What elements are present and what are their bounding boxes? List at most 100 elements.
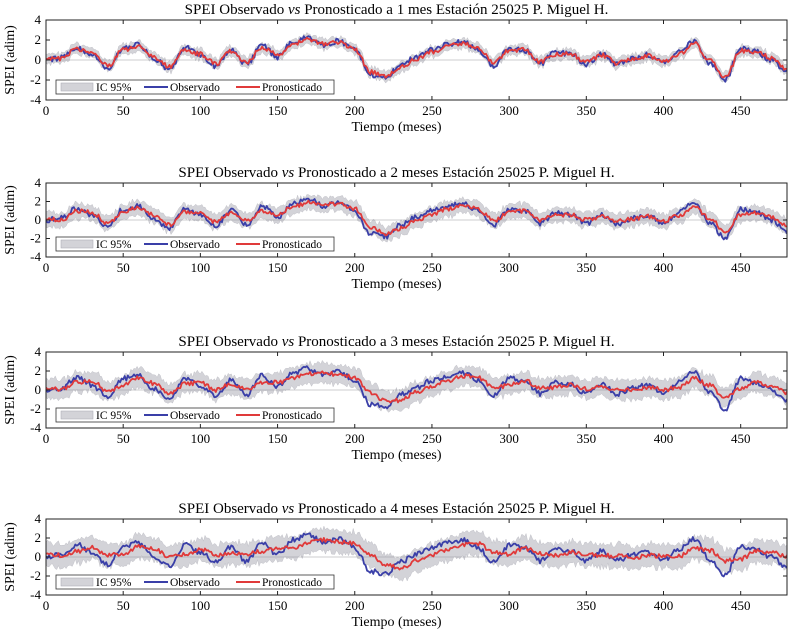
legend-box [55,79,335,95]
legend-ci-label: IC 95% [96,239,132,251]
x-tick-label: 100 [191,598,211,613]
x-tick-label: 300 [499,598,519,613]
legend-pronosticado-label: Pronosticado [262,82,322,94]
legend-ci-swatch [60,577,94,587]
x-tick-label: 250 [422,431,442,446]
x-axis-label: Tiempo (meses) [351,120,441,135]
legend-box [55,407,335,423]
y-axis-label: SPEI (adim) [3,522,18,592]
x-tick-label: 0 [43,260,50,275]
y-tick-label: 0 [35,382,42,397]
y-tick-label: 2 [35,530,42,545]
pronosticado-series-line [46,199,787,237]
x-tick-label: 200 [345,598,365,613]
legend-observado-label: Observado [170,82,220,94]
observado-series-line [46,365,787,412]
panel-title: SPEI Observado vs Pronosticado a 4 meses… [178,501,614,517]
legend: IC 95% Observado Pronosticado [55,236,335,252]
y-axis-label: SPEI (adim) [3,185,18,255]
x-tick-label: 100 [191,260,211,275]
x-tick-label: 450 [731,260,751,275]
x-tick-label: 300 [499,260,519,275]
pronosticado-series-line [46,370,787,404]
legend-ci-swatch [60,82,94,92]
y-tick-label: -4 [30,420,41,435]
legend: IC 95% Observado Pronosticado [55,407,335,423]
x-tick-label: 50 [117,260,130,275]
legend-box [55,236,335,252]
x-tick-label: 350 [577,260,597,275]
y-axis-label: SPEI (adim) [3,25,18,95]
legend: IC 95% Observado Pronosticado [55,574,335,590]
x-axis-label: Tiempo (meses) [351,277,441,292]
x-tick-label: 400 [654,260,674,275]
x-tick-label: 0 [43,598,50,613]
x-axis-label: Tiempo (meses) [351,448,441,463]
x-tick-label: 100 [191,103,211,118]
legend-box [55,574,335,590]
y-tick-label: 2 [35,32,42,47]
x-tick-label: 350 [577,103,597,118]
legend-ci-label: IC 95% [96,577,132,589]
x-tick-label: 250 [422,103,442,118]
x-tick-label: 400 [654,598,674,613]
panel-title: SPEI Observado vs Pronosticado a 2 meses… [178,165,614,181]
legend-observado-label: Observado [170,239,220,251]
x-tick-label: 300 [499,431,519,446]
legend: IC 95% Observado Pronosticado [55,79,335,95]
y-tick-label: -2 [30,231,41,246]
y-axis-label: SPEI (adim) [3,355,18,425]
legend-ci-swatch [60,410,94,420]
panel-title: SPEI Observado vs Pronosticado a 1 mes E… [185,2,609,18]
pronosticado-series-line [46,36,787,79]
legend-pronosticado-label: Pronosticado [262,239,322,251]
x-tick-label: 150 [268,431,288,446]
x-tick-label: 200 [345,260,365,275]
y-tick-label: 0 [35,52,42,67]
x-tick-label: 50 [117,598,130,613]
x-axis-label: Tiempo (meses) [351,615,441,630]
y-tick-label: 4 [35,511,42,526]
x-tick-label: 50 [117,431,130,446]
legend-observado-label: Observado [170,410,220,422]
x-tick-label: 350 [577,598,597,613]
x-tick-label: 250 [422,598,442,613]
y-tick-label: 4 [35,175,42,190]
y-tick-label: -2 [30,568,41,583]
legend-ci-label: IC 95% [96,82,132,94]
x-tick-label: 250 [422,260,442,275]
x-tick-label: 150 [268,260,288,275]
observado-series-line [46,197,787,241]
x-tick-label: 300 [499,103,519,118]
legend-ci-swatch [60,239,94,249]
x-tick-label: 0 [43,431,50,446]
x-tick-label: 400 [654,431,674,446]
x-tick-label: 50 [117,103,130,118]
legend-ci-label: IC 95% [96,410,132,422]
legend-pronosticado-label: Pronosticado [262,410,322,422]
x-tick-label: 450 [731,103,751,118]
y-tick-label: 2 [35,194,42,209]
x-tick-label: 150 [268,598,288,613]
spei-panel-3: SPEI Observado vs Pronosticado a 3 meses… [3,334,788,463]
pronosticado-series-line [46,537,787,571]
x-tick-label: 350 [577,431,597,446]
y-tick-label: 0 [35,212,42,227]
y-tick-label: -4 [30,587,41,602]
observado-series-line [46,532,787,578]
x-tick-label: 0 [43,103,50,118]
x-tick-label: 150 [268,103,288,118]
x-tick-label: 100 [191,431,211,446]
x-tick-label: 200 [345,103,365,118]
y-tick-label: -4 [30,92,41,107]
spei-panel-2: SPEI Observado vs Pronosticado a 2 meses… [3,165,788,292]
x-tick-label: 450 [731,598,751,613]
x-tick-label: 400 [654,103,674,118]
spei-panel-1: SPEI Observado vs Pronosticado a 1 mes E… [3,2,788,135]
y-tick-label: -2 [30,401,41,416]
y-tick-label: -4 [30,249,41,264]
panel-title: SPEI Observado vs Pronosticado a 3 meses… [178,334,614,350]
y-tick-label: 2 [35,363,42,378]
y-tick-label: 4 [35,12,42,27]
